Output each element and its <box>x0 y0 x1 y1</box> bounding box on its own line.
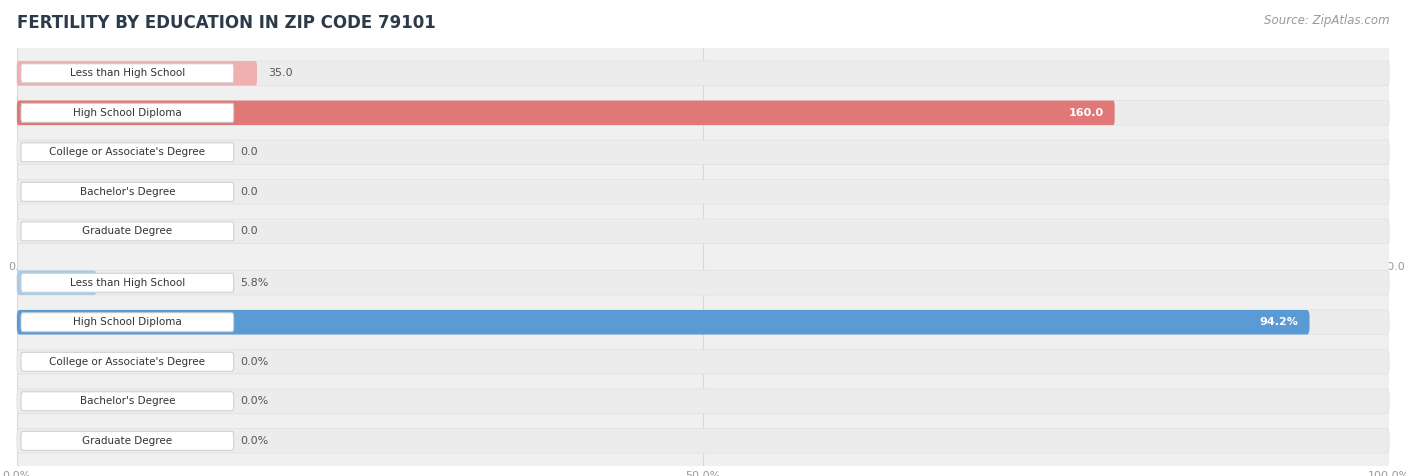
FancyBboxPatch shape <box>17 61 1389 86</box>
Text: 0.0: 0.0 <box>240 227 259 237</box>
FancyBboxPatch shape <box>21 143 233 162</box>
Text: High School Diploma: High School Diploma <box>73 108 181 118</box>
FancyBboxPatch shape <box>17 270 1389 295</box>
FancyBboxPatch shape <box>21 352 233 371</box>
Text: Bachelor's Degree: Bachelor's Degree <box>80 397 176 407</box>
Text: 0.0%: 0.0% <box>240 436 269 446</box>
FancyBboxPatch shape <box>17 428 1389 453</box>
FancyBboxPatch shape <box>17 179 1389 204</box>
FancyBboxPatch shape <box>17 140 1389 165</box>
Text: Less than High School: Less than High School <box>70 278 186 288</box>
Text: 0.0%: 0.0% <box>240 397 269 407</box>
Text: Less than High School: Less than High School <box>70 68 186 78</box>
FancyBboxPatch shape <box>17 310 1309 335</box>
Text: Graduate Degree: Graduate Degree <box>83 227 173 237</box>
Text: High School Diploma: High School Diploma <box>73 317 181 327</box>
Text: 94.2%: 94.2% <box>1260 317 1299 327</box>
FancyBboxPatch shape <box>17 61 257 86</box>
Text: 0.0%: 0.0% <box>240 357 269 367</box>
FancyBboxPatch shape <box>21 313 233 332</box>
Text: 5.8%: 5.8% <box>240 278 269 288</box>
Text: Bachelor's Degree: Bachelor's Degree <box>80 187 176 197</box>
Text: Graduate Degree: Graduate Degree <box>83 436 173 446</box>
FancyBboxPatch shape <box>17 310 1389 335</box>
FancyBboxPatch shape <box>21 273 233 292</box>
Text: College or Associate's Degree: College or Associate's Degree <box>49 147 205 158</box>
Text: 160.0: 160.0 <box>1069 108 1104 118</box>
FancyBboxPatch shape <box>17 270 97 295</box>
Text: 0.0: 0.0 <box>240 147 259 158</box>
FancyBboxPatch shape <box>17 389 1389 414</box>
Text: 0.0: 0.0 <box>240 187 259 197</box>
Text: 35.0: 35.0 <box>269 68 292 78</box>
Text: Source: ZipAtlas.com: Source: ZipAtlas.com <box>1264 14 1389 27</box>
FancyBboxPatch shape <box>17 100 1389 125</box>
Text: College or Associate's Degree: College or Associate's Degree <box>49 357 205 367</box>
FancyBboxPatch shape <box>21 103 233 122</box>
FancyBboxPatch shape <box>17 100 1115 125</box>
FancyBboxPatch shape <box>21 392 233 411</box>
FancyBboxPatch shape <box>17 219 1389 244</box>
Text: FERTILITY BY EDUCATION IN ZIP CODE 79101: FERTILITY BY EDUCATION IN ZIP CODE 79101 <box>17 14 436 32</box>
FancyBboxPatch shape <box>21 431 233 450</box>
FancyBboxPatch shape <box>17 349 1389 374</box>
FancyBboxPatch shape <box>21 64 233 83</box>
FancyBboxPatch shape <box>21 222 233 241</box>
FancyBboxPatch shape <box>21 182 233 201</box>
